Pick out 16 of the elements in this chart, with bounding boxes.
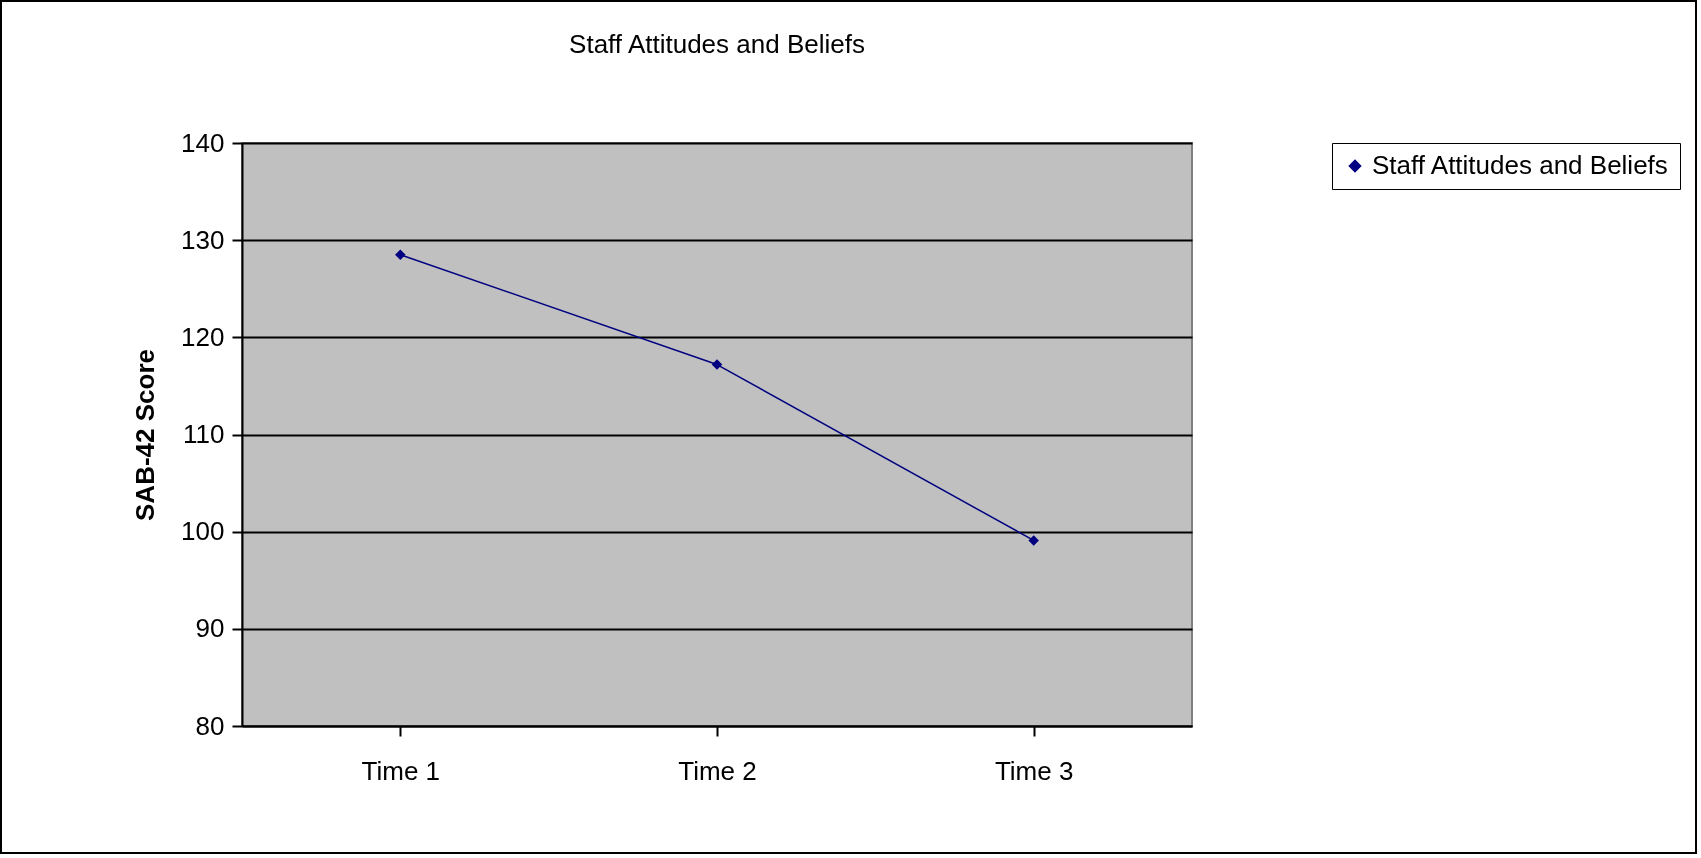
point — [711, 359, 723, 370]
point — [1028, 535, 1039, 546]
x-tick-label: Time 1 — [361, 755, 441, 786]
y-tick-label: 130 — [181, 224, 225, 255]
y-axis-title: SAB-42 Score — [130, 349, 161, 521]
point — [395, 249, 406, 260]
x-tick-label: Time 2 — [678, 755, 757, 786]
chart-title: Staff Attitudes and Beliefs — [569, 29, 865, 59]
legend-label: Staff Attitudes and Beliefs — [1372, 150, 1668, 180]
x-tick-label: Time 3 — [994, 755, 1074, 786]
y-tick-label: 90 — [195, 613, 225, 644]
y-tick-label: 120 — [181, 321, 225, 352]
y-tick-label: 100 — [181, 516, 225, 547]
y-tick-label: 110 — [183, 419, 225, 449]
y-tick-label: 80 — [195, 710, 225, 741]
y-tick-label: 140 — [181, 127, 225, 158]
